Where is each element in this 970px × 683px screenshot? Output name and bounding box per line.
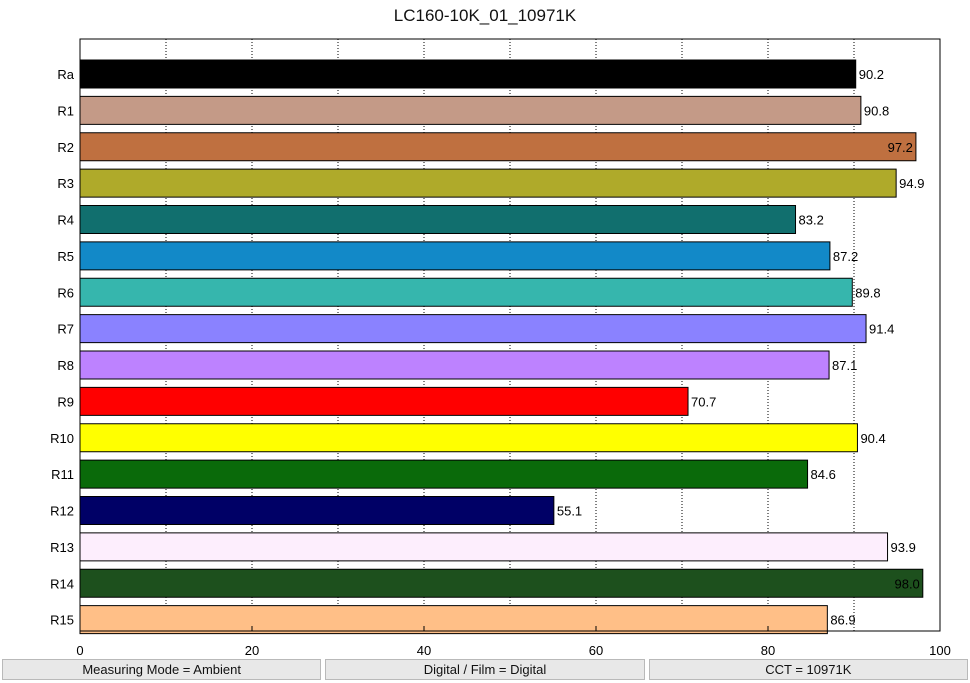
bar-r3 [79, 168, 897, 198]
bar-r6 [79, 277, 853, 307]
category-label-ra: Ra [57, 67, 74, 82]
value-label-r13: 93.9 [891, 540, 916, 555]
bar-r7 [79, 314, 867, 344]
category-label-r10: R10 [50, 431, 74, 446]
bar-ra [79, 59, 857, 89]
category-label-r15: R15 [50, 613, 74, 628]
chart-title: LC160-10K_01_10971K [393, 6, 577, 25]
x-tick-label: 20 [245, 643, 259, 658]
category-label-r4: R4 [57, 213, 74, 228]
category-label-r5: R5 [57, 249, 74, 264]
category-label-r3: R3 [57, 176, 74, 191]
category-label-r2: R2 [57, 140, 74, 155]
value-label-r5: 87.2 [833, 249, 858, 264]
bar-r11 [79, 459, 809, 489]
value-label-r1: 90.8 [864, 103, 889, 118]
x-tick-label: 60 [589, 643, 603, 658]
bar-r9 [79, 386, 689, 416]
value-label-r2: 97.2 [888, 140, 913, 155]
category-label-r9: R9 [57, 394, 74, 409]
bars [79, 59, 924, 635]
bar-r15 [79, 605, 828, 635]
value-label-r7: 91.4 [869, 322, 894, 337]
category-label-r6: R6 [57, 285, 74, 300]
category-label-r14: R14 [50, 576, 74, 591]
x-tick-label: 0 [76, 643, 83, 658]
bar-r10 [79, 423, 858, 453]
plot-frame [79, 38, 941, 632]
measuring-mode-status: Measuring Mode = Ambient [2, 659, 322, 680]
cri-bar-chart: 90.2 90.8 97.2 94.9 83.2 87.2 89.8 91.4 87.1 70.7… [50, 38, 951, 658]
value-label-r3: 94.9 [899, 176, 924, 191]
category-label-r11: R11 [51, 467, 74, 482]
value-label-ra: 90.2 [859, 67, 884, 82]
x-tick-label: 40 [417, 643, 431, 658]
category-label-r7: R7 [57, 322, 74, 337]
x-tick-label: 100 [929, 643, 951, 658]
digital-film-status: Digital / Film = Digital [325, 659, 645, 680]
value-label-r9: 70.7 [691, 394, 716, 409]
category-label-r8: R8 [57, 358, 74, 373]
value-labels: 90.2 90.8 97.2 94.9 83.2 87.2 89.8 91.4 87.1 70.7… [557, 67, 925, 628]
bar-r12 [79, 496, 555, 525]
bar-r5 [79, 241, 831, 271]
value-label-r14: 98.0 [894, 576, 919, 591]
value-label-r12: 55.1 [557, 504, 582, 519]
x-axis-ticks: 0 20 40 60 80 100 [76, 626, 951, 658]
category-label-r12: R12 [50, 504, 74, 519]
value-label-r15: 86.9 [830, 613, 855, 628]
bar-r8 [79, 350, 830, 380]
bar-r13 [79, 532, 889, 562]
bar-r2 [79, 132, 917, 162]
bar-r4 [79, 205, 797, 234]
value-label-r11: 84.6 [811, 467, 836, 482]
x-tick-label: 80 [761, 643, 775, 658]
category-label-r13: R13 [50, 540, 74, 555]
category-labels: Ra R1 R2 R3 R4 R5 R6 R7 R8 R9 R10 R11 R12 R13 R14 R15 [50, 67, 75, 628]
value-label-r10: 90.4 [860, 431, 885, 446]
category-label-r1: R1 [57, 103, 74, 118]
bar-r14 [79, 568, 924, 598]
value-label-r6: 89.8 [855, 285, 880, 300]
value-label-r4: 83.2 [799, 213, 824, 228]
cct-status: CCT = 10971K [648, 659, 968, 680]
bar-r1 [79, 95, 862, 125]
status-bar: Measuring Mode = Ambient Digital / Film … [0, 659, 970, 683]
value-label-r8: 87.1 [832, 358, 857, 373]
